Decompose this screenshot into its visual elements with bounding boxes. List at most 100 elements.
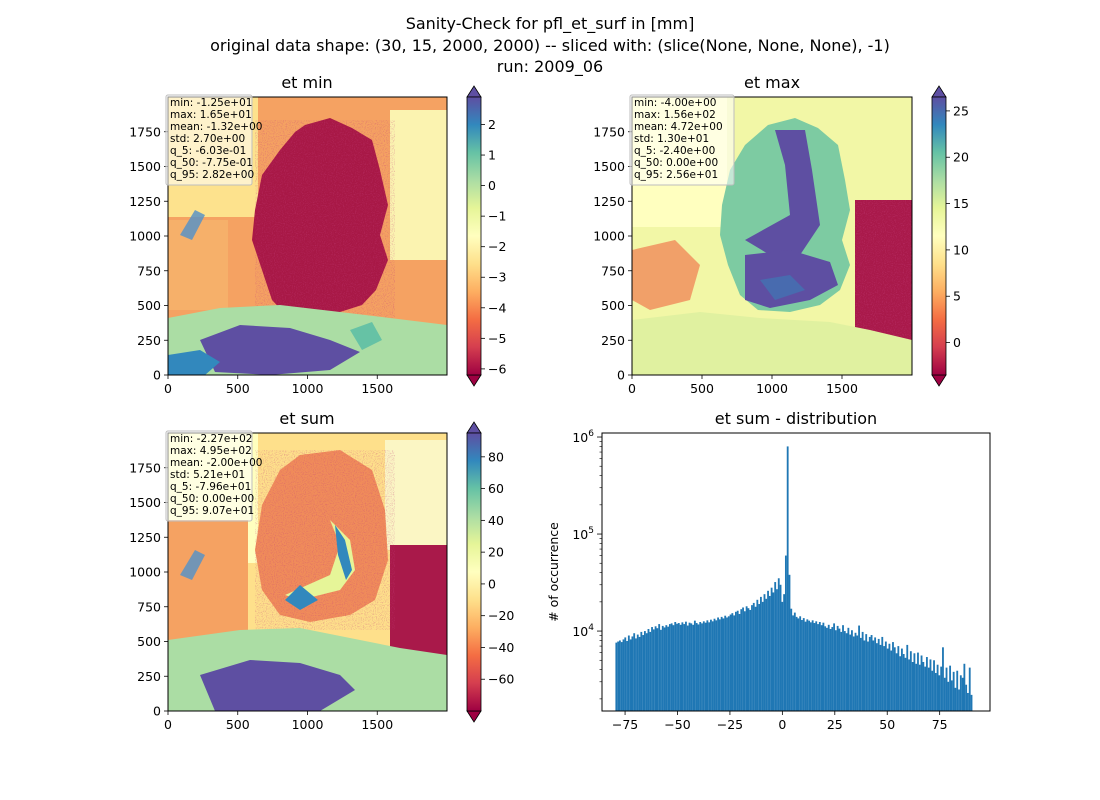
x-tick-label: 500 — [226, 717, 250, 732]
stat-line: std: 1.30e+01 — [634, 133, 709, 145]
colorbar-tick-label: −20 — [488, 608, 514, 623]
histogram-bar — [959, 675, 962, 711]
histogram-bar — [797, 618, 800, 711]
histogram-bar — [754, 606, 757, 711]
histogram-bar — [947, 681, 950, 711]
y-tick-label: 0 — [153, 704, 161, 719]
histogram-bar — [743, 611, 746, 711]
suptitle-line-3: run: 2009_06 — [497, 57, 603, 77]
histogram-bar — [909, 651, 912, 711]
y-tick-label: 1000 — [593, 229, 625, 244]
histogram-bar — [699, 621, 702, 711]
x-tick-label: 50 — [879, 717, 895, 732]
histogram-bar — [672, 625, 675, 711]
colorbar-tick-label: −6 — [488, 361, 506, 376]
histogram-bar — [915, 663, 918, 711]
histogram-bar — [708, 622, 711, 711]
histogram-bar — [913, 653, 916, 711]
colorbar-tick-label: 0 — [953, 335, 961, 350]
histogram-bar — [942, 647, 944, 711]
histogram-bar — [686, 625, 689, 711]
histogram-bar — [759, 596, 762, 711]
histogram-bar — [834, 630, 837, 711]
stat-line: min: -4.00e+00 — [634, 97, 716, 109]
histogram-bar — [854, 632, 857, 711]
colorbar-tick-label: 20 — [953, 150, 969, 165]
stat-line: mean: 4.72e+00 — [634, 121, 723, 133]
x-tick-label: 1500 — [826, 381, 858, 396]
histogram-bar — [958, 689, 960, 711]
x-tick-label: 1000 — [756, 381, 788, 396]
stat-line: min: -2.27e+02 — [170, 433, 252, 445]
histogram-bar — [842, 625, 844, 711]
histogram-bar — [683, 624, 686, 711]
histogram-bar — [817, 624, 819, 711]
histogram-bar — [784, 555, 787, 711]
histogram-bar — [883, 646, 885, 711]
histogram-bar — [701, 623, 703, 711]
y-tick-label: 500 — [137, 298, 161, 313]
y-tick-label: 250 — [137, 669, 161, 684]
x-tick-label: 0 — [164, 717, 172, 732]
histogram-bar — [674, 621, 677, 711]
x-tick-label: 0 — [628, 381, 636, 396]
y-tick-label: 0 — [617, 368, 625, 383]
histogram-bar — [717, 617, 719, 711]
histogram-bar — [676, 623, 678, 711]
histogram-bar — [799, 616, 802, 711]
stat-line: min: -1.25e+01 — [170, 97, 252, 109]
histogram-bar — [897, 646, 900, 711]
histogram-bar — [702, 621, 705, 711]
x-tick-label: −75 — [612, 717, 638, 732]
histogram-bar — [713, 618, 716, 711]
stat-line: q_95: 2.82e+00 — [170, 169, 254, 181]
colorbar-tick-label: −40 — [488, 640, 514, 655]
histogram-bar — [963, 663, 966, 711]
histogram-bar — [620, 642, 623, 711]
histogram-bar — [756, 599, 759, 711]
histogram-bar — [649, 631, 652, 711]
stat-line: mean: -1.32e+00 — [170, 121, 262, 133]
histogram-bar — [710, 619, 712, 711]
histogram-bar — [826, 627, 828, 711]
histogram-bar — [956, 670, 959, 711]
histogram-bar — [745, 606, 748, 711]
axes-ticks: 0 500 1000 1500 0 250 500 750 1000 1250 1500 1750 — [593, 124, 858, 396]
histogram-bar — [820, 625, 823, 711]
histogram-bar — [652, 629, 655, 711]
y-tick-label: 1750 — [129, 460, 161, 475]
histogram-bar — [704, 622, 707, 711]
histogram-bar — [892, 642, 894, 711]
histogram-bar — [815, 621, 818, 711]
histogram-bars — [615, 446, 973, 711]
histogram-bar — [790, 608, 793, 711]
histogram-bar — [917, 652, 919, 711]
stat-line: std: 2.70e+00 — [170, 133, 245, 145]
x-tick-label: 1500 — [361, 717, 393, 732]
y-tick-label: 1000 — [129, 565, 161, 580]
histogram-bar — [931, 670, 934, 711]
histogram-bar — [874, 637, 877, 711]
colorbar-tick-label: −60 — [488, 672, 514, 687]
y-tick-label: 1750 — [129, 124, 161, 139]
stat-line: q_50: 0.00e+00 — [170, 493, 254, 505]
y-tick-label: 500 — [601, 298, 625, 313]
colorbar-tick-label: −4 — [488, 300, 506, 315]
histogram-bar — [731, 613, 734, 711]
colorbar: 25 20 15 10 5 0 — [931, 85, 969, 387]
stat-line: max: 4.95e+02 — [170, 445, 252, 457]
histogram-bar — [660, 629, 662, 711]
histogram-bar — [793, 612, 796, 711]
y-tick-label: 0 — [153, 368, 161, 383]
histogram-bar — [763, 594, 766, 711]
stat-line: q_5: -7.96e+01 — [170, 481, 251, 493]
histogram-bar — [852, 636, 855, 711]
histogram-bar — [933, 660, 935, 711]
stats-box — [165, 94, 253, 186]
histogram-bar — [924, 666, 927, 711]
histogram-bar — [720, 616, 723, 711]
y-tick-label: 750 — [137, 263, 161, 278]
histogram-bar — [663, 627, 666, 711]
